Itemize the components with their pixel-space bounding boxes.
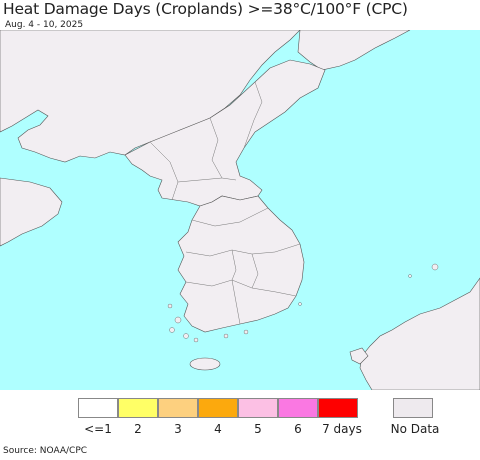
legend-label-2: 2: [134, 422, 142, 436]
legend-label-6: 6: [294, 422, 302, 436]
jeju-island: [189, 357, 221, 371]
legend-swatch-no-data: [393, 398, 433, 418]
legend-swatch-4: [198, 398, 238, 418]
legend-label-7: 7 days: [322, 422, 362, 436]
south-korea-provinces: [185, 207, 301, 325]
legend-swatch-1: [78, 398, 118, 418]
legend-label-no-data: No Data: [390, 422, 440, 436]
legend-label-3: 3: [174, 422, 182, 436]
map-title: Heat Damage Days (Croplands) >=38°C/100°…: [3, 0, 408, 18]
japan-land: [359, 277, 480, 390]
north-korea-land: [124, 59, 326, 207]
legend-swatch-7: [318, 398, 358, 418]
legend-label-1: <=1: [84, 422, 112, 436]
southwest-islands: [167, 263, 439, 343]
source-credit: Source: NOAA/CPC: [3, 446, 88, 456]
legend-swatch-6: [278, 398, 318, 418]
japan-island: [349, 347, 369, 365]
shandong-land: [0, 177, 63, 247]
legend-swatch-2: [118, 398, 158, 418]
south-korea-land: [177, 195, 305, 333]
heat-damage-map: [0, 30, 480, 390]
legend-label-5: 5: [254, 422, 262, 436]
china-land: [0, 30, 301, 163]
north-korea-provinces: [149, 81, 263, 201]
date-range: Aug. 4 - 10, 2025: [5, 20, 84, 30]
legend-label-4: 4: [214, 422, 222, 436]
legend-swatch-5: [238, 398, 278, 418]
russia-land: [297, 30, 411, 71]
legend-swatch-3: [158, 398, 198, 418]
